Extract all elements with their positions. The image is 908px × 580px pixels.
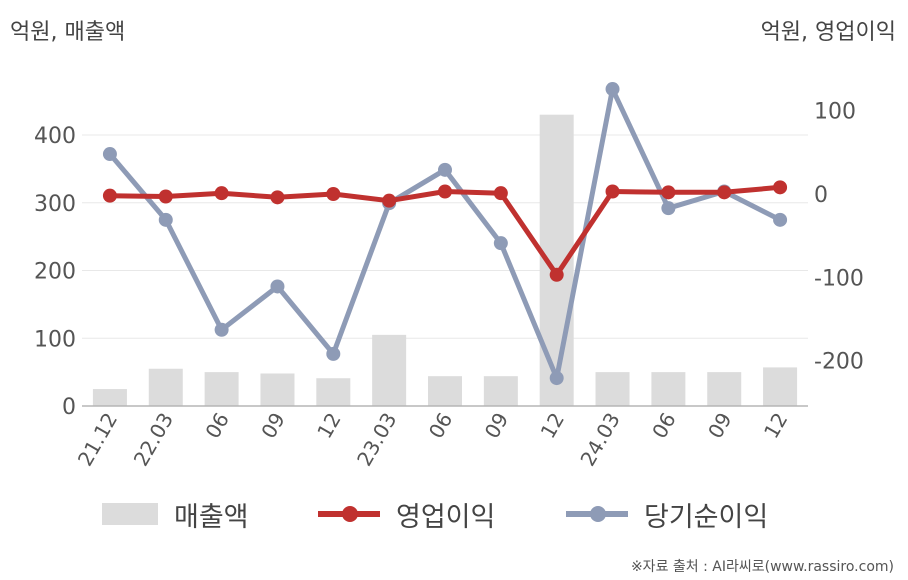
bar-revenue	[204, 372, 239, 406]
line-operating	[107, 184, 783, 278]
y-left-tick-label: 0	[62, 395, 76, 420]
x-tick-label: 12	[759, 409, 793, 443]
point-net	[326, 346, 341, 361]
point-net	[158, 212, 173, 227]
y-left-tick-label: 400	[34, 124, 76, 149]
point-net	[102, 147, 117, 162]
point-operating	[102, 188, 117, 203]
x-tick-label: 22.03	[129, 409, 178, 471]
y-right-tick-label: 100	[814, 100, 856, 125]
line-net	[107, 86, 783, 381]
bar-revenue	[148, 368, 183, 406]
y-left-tick-label: 100	[34, 327, 76, 352]
point-operating	[214, 186, 229, 201]
bar-revenue	[707, 372, 742, 406]
y-right-tick-label: 0	[814, 183, 828, 208]
y-right-tick-label: -100	[814, 266, 864, 291]
x-tick-label: 12	[536, 409, 570, 443]
legend-item-net: 당기순이익	[566, 492, 768, 536]
x-tick-label: 09	[256, 409, 290, 443]
point-net	[493, 236, 508, 251]
point-operating	[605, 184, 620, 199]
point-operating	[717, 185, 732, 200]
point-net	[549, 371, 564, 386]
legend-swatch-net	[566, 503, 628, 525]
bar-revenue	[651, 372, 686, 406]
legend-label-operating: 영업이익	[396, 501, 496, 533]
legend-label-revenue: 매출액	[174, 501, 249, 533]
legend-item-revenue: 매출액	[102, 492, 249, 536]
x-tick-label: 06	[647, 409, 681, 443]
bar-revenue	[595, 372, 630, 406]
point-operating	[438, 184, 452, 199]
combo-chart: 0 100 200 300 400 100 0 -100 -200 21.12 22.03 06 09 1…	[34, 82, 864, 471]
point-operating	[382, 193, 397, 208]
point-net	[270, 279, 285, 294]
x-tick-label: 09	[480, 409, 514, 443]
x-tick-label: 21.12	[73, 409, 122, 471]
x-tick-label: 24.03	[575, 409, 624, 471]
bar-revenue	[763, 367, 798, 406]
bar-revenue	[483, 376, 518, 406]
x-tick-label: 12	[312, 409, 346, 443]
legend-item-operating: 영업이익	[318, 492, 495, 536]
point-operating	[661, 185, 676, 200]
point-operating	[158, 189, 173, 204]
legend-swatch-operating	[318, 503, 380, 525]
point-operating	[493, 186, 508, 201]
point-net	[773, 212, 788, 227]
bar-revenue	[92, 389, 127, 406]
right-axis-unit: 억원, 영업이익	[760, 20, 896, 45]
legend: 매출액 영업이익 당기순이익	[0, 492, 908, 536]
point-net	[438, 162, 452, 177]
left-axis-unit: 억원, 매출액	[10, 20, 126, 45]
y-left-tick-label: 200	[34, 260, 76, 285]
x-tick-label: 06	[424, 409, 458, 443]
bar-revenue	[316, 378, 351, 406]
bar-revenue	[428, 376, 462, 406]
legend-swatch-revenue	[102, 503, 158, 525]
point-operating	[270, 190, 285, 205]
bar-revenue	[260, 373, 295, 406]
legend-label-net: 당기순이익	[644, 501, 769, 533]
source-note: ※자료 출처 : AI라씨로(www.rassiro.com)	[630, 559, 894, 575]
point-operating	[549, 267, 564, 282]
y-right-tick-label: -200	[814, 350, 864, 375]
point-operating	[773, 180, 788, 195]
point-net	[214, 322, 229, 337]
point-net	[661, 201, 676, 216]
y-left-tick-label: 300	[34, 192, 76, 217]
x-tick-label: 23.03	[352, 409, 401, 471]
bar-revenue	[372, 334, 407, 406]
point-net	[605, 82, 620, 97]
point-operating	[326, 187, 341, 201]
x-tick-label: 06	[200, 409, 234, 443]
x-tick-label: 09	[703, 409, 737, 443]
